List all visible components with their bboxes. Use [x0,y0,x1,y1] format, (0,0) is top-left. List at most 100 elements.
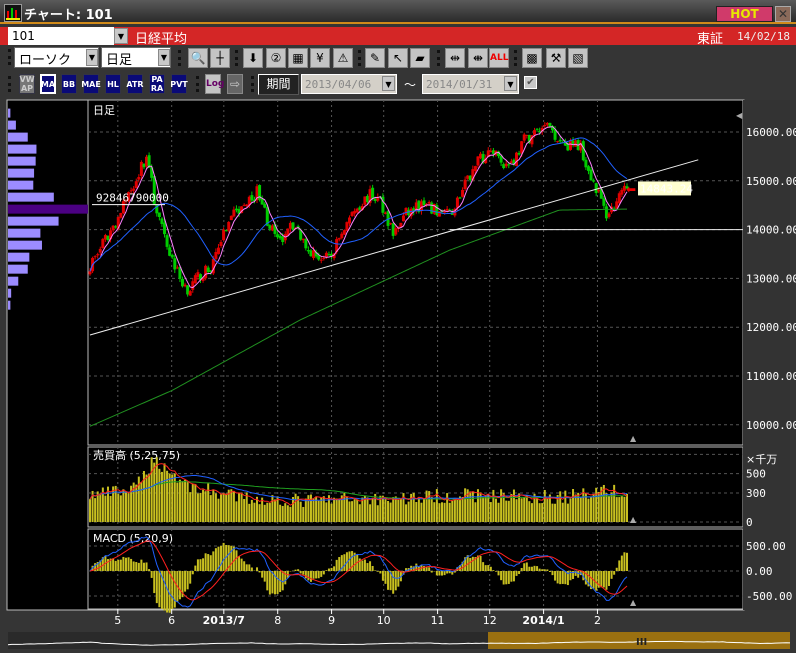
volume-bar [317,500,320,522]
crosshair-icon[interactable]: ┼ [210,48,230,68]
volume-bar [443,502,446,522]
candle [599,188,603,199]
macd-histogram-bar [330,567,333,571]
from-date-dropdown-icon[interactable]: ▼ [382,76,395,91]
volume-bar [623,497,626,522]
volume-bar [430,497,433,522]
candle [548,122,552,128]
from-date-input[interactable]: 2013/04/06 [301,74,397,94]
volume-bar [381,495,384,522]
hot-button[interactable]: HOT [716,6,773,22]
log-scale-button[interactable]: Log [205,74,224,94]
volume-bar [178,479,181,522]
macd-histogram-bar [425,566,428,571]
toolbar-grip[interactable] [251,76,254,92]
warning-icon[interactable]: ⚠ [333,48,353,68]
pattern-icon[interactable]: ▩ [522,48,542,68]
toolbar-grip[interactable] [196,76,199,92]
toolbar-grip[interactable] [514,50,517,66]
candle [155,204,159,214]
volume-bar [464,488,467,522]
macd-histogram-bar [299,571,302,574]
all-icon[interactable]: ALL [489,48,509,68]
macd-histogram-bar [166,571,169,613]
toolbar-grip[interactable] [8,76,11,92]
volume-bar [340,495,343,522]
indicator-mae-button[interactable]: MAE [81,74,101,94]
candle [111,225,115,231]
macd-histogram-bar [132,561,135,571]
to-date-dropdown-icon[interactable]: ▼ [504,76,517,91]
overview-track [8,632,488,649]
tool-icon[interactable]: ⚒ [546,48,566,68]
candle [443,211,447,213]
volume-bar [399,498,402,522]
signal-icon[interactable]: ⬇ [243,48,263,68]
macd-histogram-bar [623,552,626,571]
indicator-ma-button[interactable]: MA [40,74,56,94]
toolbar-grip[interactable] [358,50,361,66]
toolbar-grip[interactable] [178,50,181,66]
cursor-icon[interactable]: ↖ [388,48,408,68]
scrollbar-thumb[interactable] [488,632,790,649]
candle [489,150,493,152]
indicator-para-button[interactable]: PA RA [149,74,165,94]
toolbar-grip[interactable] [235,50,238,66]
close-icon[interactable]: ✕ [775,6,791,22]
range-button[interactable]: 期間 [258,74,299,95]
indicator-pvt-button[interactable]: PVT [170,74,188,94]
candle [435,205,439,216]
candle [317,255,321,260]
zoom-icon[interactable]: 🔍 [188,48,208,68]
candle [568,140,572,150]
indicator-bb-button[interactable]: BB [61,74,77,94]
chart-type-dropdown-icon[interactable]: ▼ [86,49,98,66]
scroll-marker-icon: ▲ [630,434,637,443]
volume-profile-bar [8,192,54,202]
volume-bar [245,492,248,522]
candle [383,212,387,214]
volume-bar [137,476,140,522]
expand-icon[interactable]: ⇹ [445,48,465,68]
yen-icon[interactable]: ¥ [310,48,330,68]
chart-type-select[interactable]: ローソク [14,47,99,68]
volume-bar [559,491,562,522]
indicator-atr-button[interactable]: ATR [126,74,144,94]
indicator-vwap-button[interactable]: VW AP [19,74,35,94]
candle [579,142,583,151]
volume-bar [520,498,523,522]
volume-bar [441,502,444,522]
toolbar-grip[interactable] [437,50,440,66]
toolbar-grip[interactable] [8,49,11,65]
macd-histogram-bar [227,545,230,571]
pencil-icon[interactable]: ✎ [365,48,385,68]
macd-histogram-bar [230,545,233,571]
volume-bar [600,486,603,522]
color-icon[interactable]: ▧ [568,48,588,68]
to-date-input[interactable]: 2014/01/31 [422,74,519,94]
candle [450,212,454,215]
arrow-right-icon[interactable]: ⇨ [227,74,243,94]
macd-histogram-bar [122,556,125,571]
candle [371,187,375,199]
period-dropdown-icon[interactable]: ▼ [158,49,170,66]
symbol-input[interactable] [8,27,114,45]
volume-bar [415,502,418,522]
range-checkbox[interactable]: ✔ [524,76,537,89]
volume-bar [476,489,479,522]
grid-icon[interactable]: ▦ [288,48,308,68]
candle [394,228,398,235]
macd-histogram-bar [96,562,99,571]
eraser-icon[interactable]: ▰ [410,48,430,68]
volume-bar [554,503,557,522]
macd-histogram-bar [304,571,307,579]
macd-histogram-bar [500,571,503,581]
macd-histogram-bar [217,546,220,571]
period-select[interactable]: 日足 [101,47,171,68]
volume-bar [345,497,348,522]
shrink-icon[interactable]: ⇼ [468,48,488,68]
search-icon[interactable]: ② [266,48,286,68]
symbol-dropdown-button[interactable]: ▼ [114,28,128,44]
indicator-hl-button[interactable]: HL [105,74,121,94]
